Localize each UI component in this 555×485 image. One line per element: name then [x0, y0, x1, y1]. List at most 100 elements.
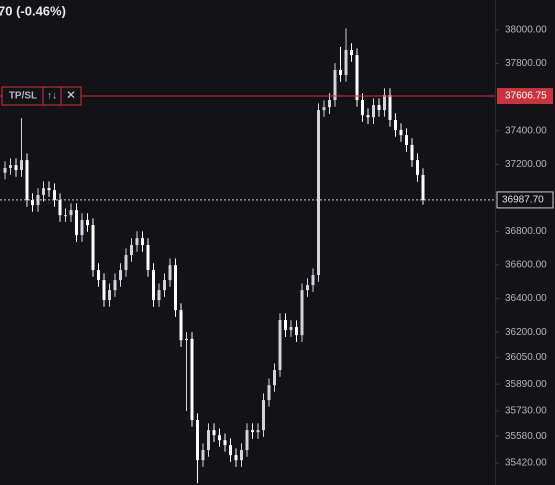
- candle-body: [58, 200, 62, 216]
- candle-body: [146, 245, 150, 271]
- candle-body: [251, 430, 254, 433]
- candle-body: [102, 280, 106, 301]
- candle-body: [355, 55, 359, 101]
- candle-body: [311, 275, 315, 286]
- candle-body: [9, 165, 12, 168]
- candle-body: [14, 165, 18, 171]
- candle-body: [289, 327, 293, 331]
- candle-body: [152, 270, 155, 301]
- candle-body: [20, 160, 23, 171]
- y-tick-label: 36600.00: [505, 260, 547, 271]
- candle-body: [168, 265, 172, 281]
- candle-body: [218, 435, 221, 441]
- candle-body: [317, 110, 320, 276]
- candle-body: [295, 327, 298, 336]
- candle-body: [196, 420, 199, 461]
- candle-body: [201, 450, 205, 461]
- candle-body: [306, 285, 309, 291]
- candle-body: [80, 220, 84, 236]
- candle-body: [130, 245, 133, 256]
- candle-body: [410, 144, 414, 161]
- y-tick-label: 36050.00: [505, 352, 547, 363]
- candle-body: [344, 50, 348, 76]
- candle-body: [339, 69, 342, 76]
- candle-body: [383, 94, 386, 111]
- candle-body: [190, 338, 194, 421]
- candle-body: [394, 119, 397, 131]
- candle-body: [377, 105, 381, 111]
- candle-body: [179, 310, 183, 341]
- header: 70 (-0.46%): [0, 3, 66, 18]
- candle-body: [53, 190, 56, 201]
- candle-body: [3, 167, 7, 173]
- y-tick-label: 37200.00: [505, 159, 547, 170]
- candle-body: [273, 370, 276, 386]
- candle-body: [69, 210, 73, 216]
- candle-body: [25, 160, 29, 201]
- swap-icon[interactable]: ↑↓: [47, 91, 57, 102]
- candle-body: [185, 338, 188, 341]
- candle-body: [361, 100, 364, 116]
- y-tick-label: 35580.00: [505, 431, 547, 442]
- candle-body: [421, 175, 425, 200]
- y-tick-label: 36400.00: [505, 293, 547, 304]
- last-price-box: [496, 191, 554, 209]
- candle-body: [75, 210, 78, 236]
- close-button[interactable]: [60, 86, 82, 106]
- candle-body: [64, 215, 67, 217]
- candle-body: [31, 200, 34, 206]
- candle-body: [328, 100, 331, 108]
- candle-body: [207, 430, 210, 451]
- candle-body: [416, 160, 419, 176]
- candle-body: [405, 135, 408, 145]
- candle-body: [97, 270, 100, 281]
- candle-body: [240, 450, 243, 461]
- y-tick-label: 36200.00: [505, 327, 547, 338]
- last-price-label: 36987.70: [502, 195, 544, 206]
- y-tick-label: 35730.00: [505, 406, 547, 417]
- tpsl-price: 37606.75: [505, 91, 547, 102]
- candle-body: [212, 430, 216, 436]
- candle-body: [267, 385, 271, 401]
- candle-body: [256, 430, 260, 433]
- y-tick-label: 38000.00: [505, 25, 547, 36]
- candle-body: [108, 290, 111, 301]
- candle-body: [229, 445, 232, 456]
- candle-body: [366, 115, 370, 118]
- candle-body: [372, 105, 375, 118]
- candle-body: [174, 265, 177, 311]
- candle-body: [135, 238, 139, 246]
- y-tick-label: 36800.00: [505, 226, 547, 237]
- tpsl-text[interactable]: TP/SL: [9, 91, 37, 102]
- candle-body: [388, 94, 392, 120]
- candle-body: [86, 220, 89, 226]
- y-tick-label: 37800.00: [505, 58, 547, 69]
- candle-body: [322, 107, 326, 111]
- candle-body: [113, 280, 117, 291]
- candle-body: [399, 130, 403, 136]
- y-tick-label: 35420.00: [505, 458, 547, 469]
- candle-body: [284, 320, 287, 331]
- candle-body: [91, 225, 95, 271]
- candle-body: [278, 320, 282, 371]
- candle-body: [124, 255, 128, 271]
- close-icon[interactable]: ✕: [66, 88, 76, 102]
- candle-body: [141, 238, 144, 246]
- candle-body: [223, 440, 227, 446]
- tpsl-price-box: [497, 88, 553, 105]
- candle-body: [350, 50, 353, 56]
- candle-body: [245, 430, 249, 451]
- candle-body: [234, 455, 238, 461]
- candle-body: [333, 69, 337, 101]
- candle-body: [262, 400, 265, 431]
- candle-body: [119, 270, 122, 281]
- candle-body: [300, 290, 304, 336]
- candle-body: [42, 188, 45, 196]
- y-tick-label: 35890.00: [505, 379, 547, 390]
- y-tick-label: 37400.00: [505, 125, 547, 136]
- candle-body: [47, 188, 51, 191]
- candle-body: [163, 280, 166, 291]
